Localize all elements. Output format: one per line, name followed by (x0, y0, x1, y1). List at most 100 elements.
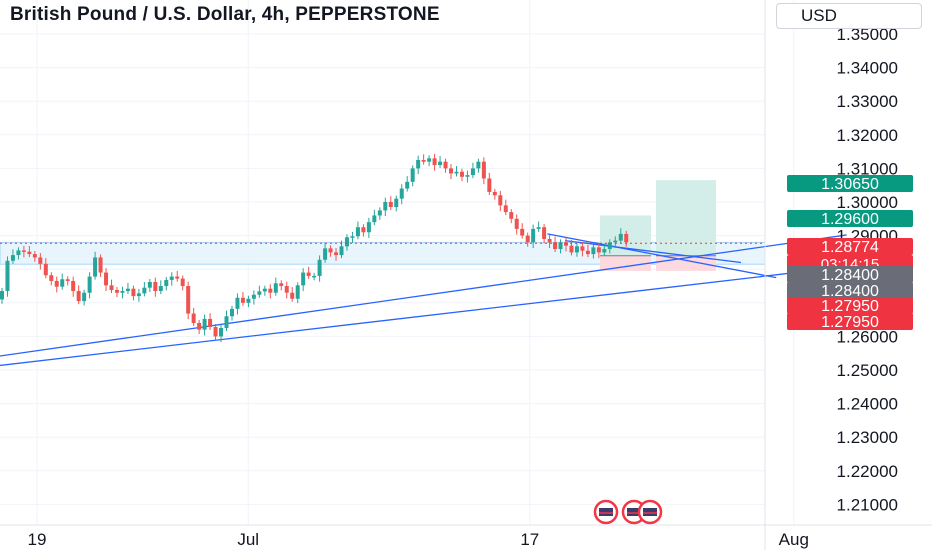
candle-body (290, 292, 295, 299)
candle-body (602, 249, 607, 253)
candle-body (470, 168, 475, 176)
candle-body (509, 212, 514, 219)
candle-body (301, 272, 306, 286)
price-badge (787, 238, 913, 255)
candle-body (443, 161, 448, 169)
candle-body (531, 228, 536, 243)
candle-body (27, 251, 32, 255)
price-tick-label: 1.32000 (837, 126, 898, 145)
candle-body (131, 288, 136, 297)
candle-body (514, 218, 519, 229)
candle-body (93, 257, 98, 277)
candle-body (492, 191, 497, 196)
price-badge-label: 1.28400 (821, 267, 879, 284)
candle-body (547, 238, 552, 243)
candle-body (197, 322, 202, 330)
candle-body (498, 195, 503, 206)
candle-body (43, 263, 48, 276)
candle-body (306, 272, 311, 276)
candle-body (262, 288, 267, 292)
candle-body (536, 227, 541, 229)
time-tick-label: 17 (520, 530, 539, 549)
candle-body (158, 286, 163, 292)
candle-body (169, 276, 174, 280)
candle-body (421, 160, 426, 162)
candle-body (525, 235, 530, 243)
price-badge-label: 1.29600 (821, 211, 879, 228)
price-tick-label: 1.24000 (837, 395, 898, 414)
candle-body (273, 283, 278, 293)
candle-body (416, 160, 421, 169)
candle-body (449, 168, 454, 174)
candle-body (542, 227, 547, 239)
price-axis: 1.35000 1.34000 1.33000 1.32000 1.31000 1.300… (764, 0, 913, 550)
price-tick-label: 1.33000 (837, 92, 898, 111)
candle-body (240, 297, 245, 303)
candle-body (558, 242, 563, 250)
candle-body (21, 250, 26, 252)
price-tick-label: 1.34000 (837, 59, 898, 78)
price-tick-label: 1.21000 (837, 495, 898, 514)
candle-body (564, 242, 569, 246)
price-badge (787, 297, 913, 314)
price-badge-label: 1.30650 (821, 176, 879, 193)
candle-body (5, 260, 10, 292)
candle-body (32, 254, 37, 258)
candle-body (383, 202, 388, 211)
price-badge-label: 1.28400 (821, 283, 879, 300)
candle-body (202, 318, 207, 330)
candle-body (136, 293, 141, 297)
flag-canton (643, 508, 657, 516)
trendline (0, 261, 882, 367)
candle-body (153, 281, 158, 292)
candle-body (410, 168, 415, 182)
candle-body (553, 242, 558, 250)
trendline (547, 233, 777, 279)
candle-body (618, 233, 623, 241)
candle-body (229, 308, 234, 317)
candle-body (569, 245, 574, 253)
candle-body (191, 313, 196, 323)
candle-body (580, 246, 585, 251)
candle-body (98, 257, 103, 273)
currency-button[interactable]: USD (776, 3, 922, 29)
chart-title: British Pound / U.S. Dollar, 4h, PEPPERS… (10, 4, 440, 25)
candle-body (476, 161, 481, 169)
price-tick-label: 1.31000 (837, 159, 898, 178)
candle-body (268, 288, 273, 293)
candle-body (125, 288, 130, 292)
candle-body (38, 257, 43, 264)
price-tick-label: 1.26000 (837, 327, 898, 346)
candle-body (16, 250, 21, 256)
candle-body (481, 161, 486, 179)
candle-body (334, 252, 339, 256)
candle-body (295, 285, 300, 299)
candle-body (344, 237, 349, 247)
candle-body (377, 210, 382, 216)
candle-body (175, 276, 180, 279)
candle-body (82, 292, 87, 302)
candle-body (10, 255, 15, 261)
candle-body (71, 280, 76, 292)
price-badge-label: 1.27950 (821, 314, 879, 331)
candle-body (459, 171, 464, 177)
candle-body (235, 297, 240, 309)
price-badge-label: 1.27950 (821, 298, 879, 315)
price-badge-label: 1.28774 (821, 239, 879, 256)
candle-body (438, 161, 443, 166)
candle-body (339, 246, 344, 256)
trendline (564, 239, 742, 264)
candle-body (60, 279, 65, 287)
candle-body (596, 247, 601, 253)
candle-body (109, 285, 114, 291)
candle-body (114, 290, 119, 293)
candle-body (465, 175, 470, 177)
candle-body (427, 158, 432, 162)
candle-body (65, 279, 70, 281)
candle-body (120, 291, 125, 293)
candle-body (361, 227, 366, 233)
candle-body (317, 259, 322, 276)
trendline (0, 234, 847, 357)
us-flag-icon (593, 499, 663, 525)
